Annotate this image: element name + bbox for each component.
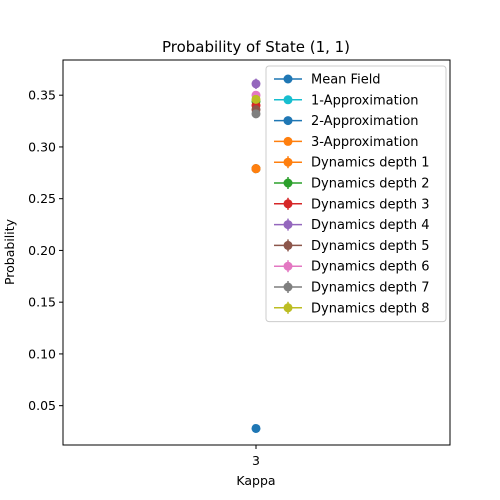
legend-box: [265, 65, 447, 323]
legend-marker: [283, 157, 293, 167]
legend-marker: [283, 282, 293, 292]
y-tick-label: 0.10: [28, 346, 56, 361]
legend-label: Mean Field: [311, 73, 381, 88]
y-axis: 0.05 0.10 0.15 0.20 0.25 0.30 0.35: [28, 88, 63, 413]
legend-item: 2-Approximation: [274, 114, 419, 129]
legend-item: 3-Approximation: [274, 135, 419, 150]
legend-item: Dynamics depth 8: [274, 301, 429, 316]
legend-item: Mean Field: [274, 73, 381, 88]
y-tick-label: 0.25: [28, 191, 56, 206]
y-tick-label: 0.05: [28, 398, 56, 413]
x-axis: 3: [252, 445, 260, 468]
data-point: [251, 164, 261, 174]
legend-label: Dynamics depth 6: [311, 260, 429, 275]
legend: Mean Field 1-Approximation 2-Approximation…: [265, 65, 447, 323]
legend-label: 2-Approximation: [311, 114, 419, 129]
legend-marker: [283, 199, 293, 209]
legend-marker: [283, 303, 293, 313]
legend-marker: [283, 95, 293, 105]
y-tick-label: 0.35: [28, 88, 56, 103]
y-axis-label: Probability: [2, 218, 17, 285]
y-tick-label: 0.30: [28, 139, 56, 154]
legend-label: 1-Approximation: [311, 93, 419, 108]
x-tick-label: 3: [252, 453, 260, 468]
chart-title: Probability of State (1, 1): [162, 38, 350, 56]
legend-label: Dynamics depth 8: [311, 301, 429, 316]
data-point: [251, 109, 261, 119]
legend-label: Dynamics depth 1: [311, 156, 429, 171]
legend-item: Dynamics depth 4: [274, 218, 429, 233]
legend-label: Dynamics depth 3: [311, 197, 429, 212]
legend-item: Dynamics depth 6: [274, 260, 429, 275]
legend-marker: [283, 220, 293, 230]
y-tick-label: 0.20: [28, 243, 56, 258]
data-point: [251, 423, 261, 433]
legend-marker: [283, 261, 293, 271]
legend-item: Dynamics depth 5: [274, 239, 429, 254]
legend-label: 3-Approximation: [311, 135, 419, 150]
legend-marker: [283, 178, 293, 188]
legend-marker: [283, 136, 293, 146]
data-point: [251, 79, 261, 89]
legend-item: 1-Approximation: [274, 93, 419, 108]
legend-item: Dynamics depth 2: [274, 177, 429, 192]
legend-label: Dynamics depth 4: [311, 218, 429, 233]
legend-marker: [283, 116, 293, 126]
data-marks: [251, 78, 261, 433]
legend-item: Dynamics depth 1: [274, 156, 429, 171]
legend-marker: [283, 74, 293, 84]
legend-item: Dynamics depth 7: [274, 281, 429, 296]
data-point: [251, 94, 261, 104]
legend-marker: [283, 240, 293, 250]
legend-label: Dynamics depth 5: [311, 239, 429, 254]
legend-label: Dynamics depth 2: [311, 177, 429, 192]
legend-label: Dynamics depth 7: [311, 281, 429, 296]
legend-item: Dynamics depth 3: [274, 197, 429, 212]
y-tick-label: 0.15: [28, 295, 56, 310]
x-axis-label: Kappa: [236, 473, 275, 488]
